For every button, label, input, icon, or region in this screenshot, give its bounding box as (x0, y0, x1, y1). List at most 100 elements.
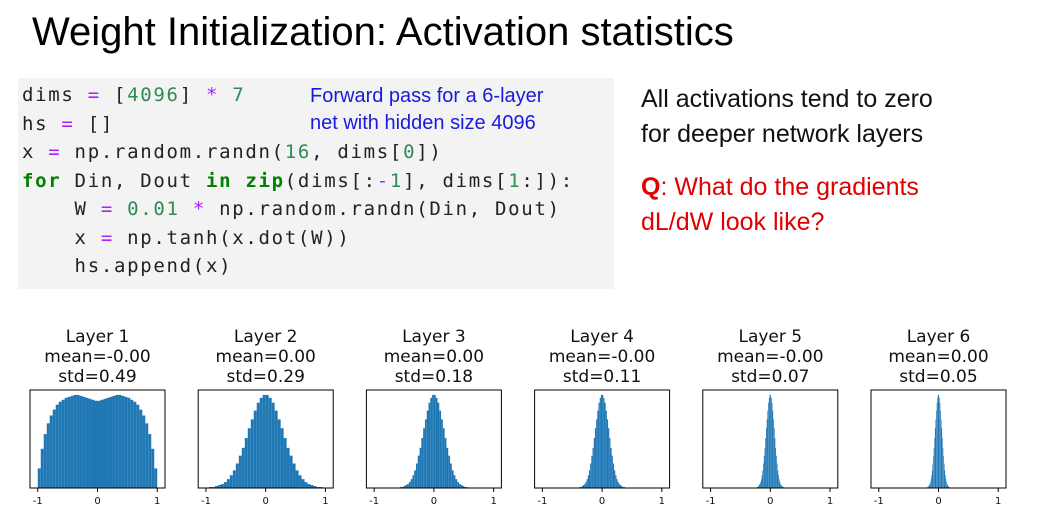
bar (405, 485, 408, 488)
bar (55, 404, 59, 488)
bar (70, 395, 74, 488)
bar (292, 463, 296, 488)
bar (286, 447, 290, 488)
chart-subtitle: std=0.05 (899, 367, 977, 387)
bar (235, 463, 239, 488)
bar (600, 394, 603, 488)
bar (103, 398, 107, 488)
chart-subtitle: mean=0.00 (384, 347, 484, 367)
x-tick-label: 1 (322, 496, 328, 507)
bar (109, 396, 113, 488)
x-tick-label: 0 (599, 496, 605, 507)
bar (426, 410, 429, 488)
bar (136, 404, 140, 488)
bar (945, 479, 947, 488)
bar (106, 397, 110, 488)
bar (781, 486, 783, 488)
chart-title: Layer 5 (738, 327, 802, 347)
bar (778, 475, 779, 488)
bar (407, 484, 409, 488)
bar (590, 463, 592, 488)
code-line: hs.append(x) (22, 255, 233, 277)
bar (585, 482, 587, 488)
bar (941, 428, 943, 488)
bar (424, 419, 427, 488)
bar (773, 428, 775, 488)
bar (596, 419, 598, 488)
note: for deeper network layers (641, 120, 924, 148)
bar (408, 482, 411, 488)
chart-subtitle: std=0.07 (731, 367, 809, 387)
bar (283, 438, 287, 488)
bar (250, 419, 254, 488)
bar (441, 419, 443, 488)
bar (771, 397, 772, 488)
chart-title: Layer 6 (907, 327, 971, 347)
bar (587, 475, 589, 488)
bar (948, 486, 949, 488)
bar (937, 394, 939, 488)
bar (40, 448, 44, 488)
bar (244, 438, 248, 488)
bar (139, 409, 143, 488)
bar (145, 423, 149, 488)
bar (61, 399, 65, 488)
bar (930, 482, 931, 488)
bar (928, 486, 929, 488)
chart-subtitle: std=0.11 (563, 367, 641, 387)
bar (946, 482, 947, 488)
bar (936, 410, 937, 488)
bar (611, 455, 613, 488)
bar (608, 428, 610, 488)
code-comment: Forward pass for a 6-layer (310, 85, 544, 107)
bar (421, 438, 424, 488)
bar (46, 423, 50, 488)
bar (758, 485, 760, 488)
bar (780, 484, 782, 488)
bar (935, 419, 937, 488)
x-tick-label: 0 (767, 496, 773, 507)
bar (931, 470, 933, 488)
x-tick-label: 0 (431, 496, 437, 507)
bar (947, 485, 949, 488)
bar (148, 434, 152, 488)
bar (133, 401, 137, 488)
x-tick-label: 1 (995, 496, 1001, 507)
bar (603, 397, 605, 488)
bar (91, 399, 95, 488)
bar (764, 447, 766, 488)
chart-subtitle: mean=-0.00 (44, 347, 150, 367)
chart-subtitle: mean=0.00 (888, 347, 988, 367)
bar (618, 484, 621, 488)
bar (944, 470, 946, 488)
code-line: x = np.tanh(x.dot(W)) (22, 226, 351, 249)
bar (774, 438, 776, 488)
bar (444, 438, 447, 488)
x-tick-label: 1 (827, 496, 833, 507)
bar (760, 482, 761, 488)
code-box (18, 78, 614, 289)
bar (403, 486, 406, 488)
bar (412, 475, 415, 488)
bar (604, 402, 606, 488)
x-tick-label: 0 (935, 496, 941, 507)
bar (591, 455, 593, 488)
chart-title: Layer 4 (570, 327, 634, 347)
bar (777, 470, 779, 488)
bar (942, 447, 944, 488)
bar (94, 400, 98, 488)
bar (256, 402, 260, 488)
x-tick-label: 1 (490, 496, 496, 507)
chart-subtitle: std=0.18 (395, 367, 473, 387)
bar (220, 484, 224, 488)
bar (289, 455, 293, 488)
bar (928, 485, 930, 488)
bar (769, 394, 771, 488)
bar (594, 428, 597, 488)
bar (247, 428, 251, 488)
note: All activations tend to zero (641, 85, 933, 113)
bar (758, 486, 759, 488)
bar (760, 479, 762, 488)
bar (933, 447, 935, 488)
